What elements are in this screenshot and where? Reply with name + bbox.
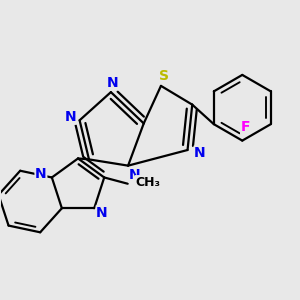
Text: N: N xyxy=(96,206,108,220)
Text: S: S xyxy=(159,70,169,83)
Text: F: F xyxy=(241,119,250,134)
Text: N: N xyxy=(64,110,76,124)
Text: N: N xyxy=(128,168,140,182)
Text: CH₃: CH₃ xyxy=(136,176,160,189)
Text: N: N xyxy=(35,167,47,181)
Text: N: N xyxy=(194,146,206,160)
Text: N: N xyxy=(106,76,118,90)
